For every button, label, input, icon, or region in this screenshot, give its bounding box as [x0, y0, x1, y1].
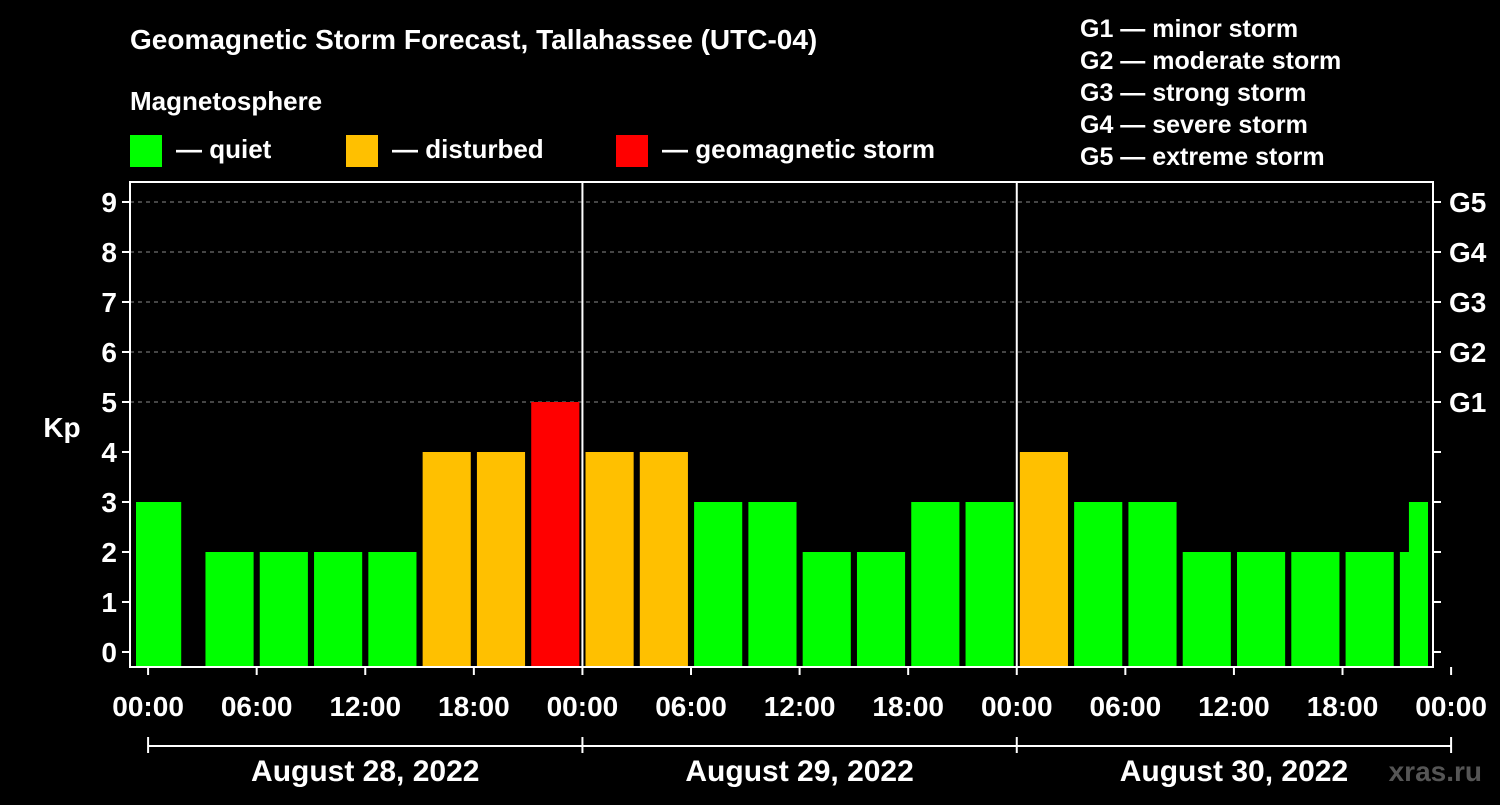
bar-disturbed	[1019, 452, 1068, 667]
chart-title: Geomagnetic Storm Forecast, Tallahassee …	[130, 24, 817, 55]
bar-quiet	[1345, 552, 1394, 667]
y-tick-label: 1	[101, 587, 117, 618]
day-label: August 30, 2022	[1120, 755, 1348, 788]
g-level-label: G5	[1449, 187, 1486, 218]
x-tick-label: 18:00	[438, 691, 510, 722]
bar-quiet	[205, 552, 254, 667]
bar-quiet	[1182, 552, 1231, 667]
legend-label-quiet: — quiet	[176, 134, 272, 164]
x-tick-label: 12:00	[329, 691, 401, 722]
g-level-label: G1	[1449, 387, 1486, 418]
bar-quiet	[1237, 552, 1286, 667]
legend-heading: Magnetosphere	[130, 86, 322, 116]
y-tick-label: 6	[101, 337, 117, 368]
bar-disturbed	[639, 452, 688, 667]
legend-swatch-quiet	[130, 135, 162, 167]
y-tick-label: 3	[101, 487, 117, 518]
x-tick-label: 18:00	[872, 691, 944, 722]
bar-quiet	[965, 502, 1014, 667]
g-scale-g1: G1 — minor storm	[1080, 15, 1298, 43]
x-tick-label: 00:00	[112, 691, 184, 722]
bar-series	[136, 402, 1428, 667]
bar-quiet	[1291, 552, 1340, 667]
y-tick-label: 5	[101, 387, 117, 418]
x-tick-label: 06:00	[1090, 691, 1162, 722]
x-tick-label: 00:00	[1415, 691, 1487, 722]
bar-disturbed	[585, 452, 634, 667]
bar-storm	[531, 402, 580, 667]
legend-label-storm: — geomagnetic storm	[662, 134, 935, 164]
g-scale-g4: G4 — severe storm	[1080, 111, 1308, 139]
y-axis-label: Kp	[43, 412, 80, 443]
bar-quiet	[1408, 502, 1428, 667]
x-tick-label: 06:00	[221, 691, 293, 722]
tick-labels: 0 1 2 3 4 5 6 7 8 9 G1 G2 G3 G4 G5 00:00 06:00 12:00 18:00…	[101, 187, 1486, 788]
x-tick-label: 18:00	[1307, 691, 1379, 722]
g-scale-g3: G3 — strong storm	[1080, 79, 1306, 107]
y-tick-label: 8	[101, 237, 117, 268]
day-label: August 28, 2022	[251, 755, 479, 788]
plot-frame	[129, 181, 1434, 668]
day-label: August 29, 2022	[685, 755, 913, 788]
y-tick-label: 4	[101, 437, 117, 468]
bar-quiet	[911, 502, 960, 667]
g-scale-g5: G5 — extreme storm	[1080, 143, 1325, 171]
bar-disturbed	[476, 452, 526, 667]
x-tick-label: 12:00	[764, 691, 836, 722]
g-level-label: G4	[1449, 237, 1487, 268]
bar-disturbed	[422, 452, 471, 667]
bar-quiet	[802, 552, 851, 667]
g-level-label: G2	[1449, 337, 1486, 368]
gridlines	[130, 201, 1433, 403]
bar-quiet	[694, 502, 743, 667]
bar-quiet	[136, 502, 182, 667]
bar-quiet	[314, 552, 363, 667]
y-tick-label: 7	[101, 287, 117, 318]
bar-quiet	[748, 502, 797, 667]
bar-quiet	[368, 552, 417, 667]
bar-quiet	[259, 552, 308, 667]
x-tick-label: 06:00	[655, 691, 727, 722]
x-tick-label: 12:00	[1198, 691, 1270, 722]
axes	[122, 181, 1453, 753]
x-tick-label: 00:00	[981, 691, 1053, 722]
y-tick-label: 0	[101, 637, 117, 668]
bar-quiet	[1128, 502, 1177, 667]
watermark: xras.ru	[1389, 756, 1482, 787]
legend-label-disturbed: — disturbed	[392, 134, 544, 164]
legend-swatch-storm	[616, 135, 648, 167]
bar-quiet	[1074, 502, 1123, 667]
bar-quiet	[856, 552, 906, 667]
y-tick-label: 9	[101, 187, 117, 218]
g-level-label: G3	[1449, 287, 1486, 318]
y-tick-label: 2	[101, 537, 117, 568]
g-scale-g2: G2 — moderate storm	[1080, 47, 1341, 75]
legend-swatch-disturbed	[346, 135, 378, 167]
x-tick-label: 00:00	[547, 691, 619, 722]
